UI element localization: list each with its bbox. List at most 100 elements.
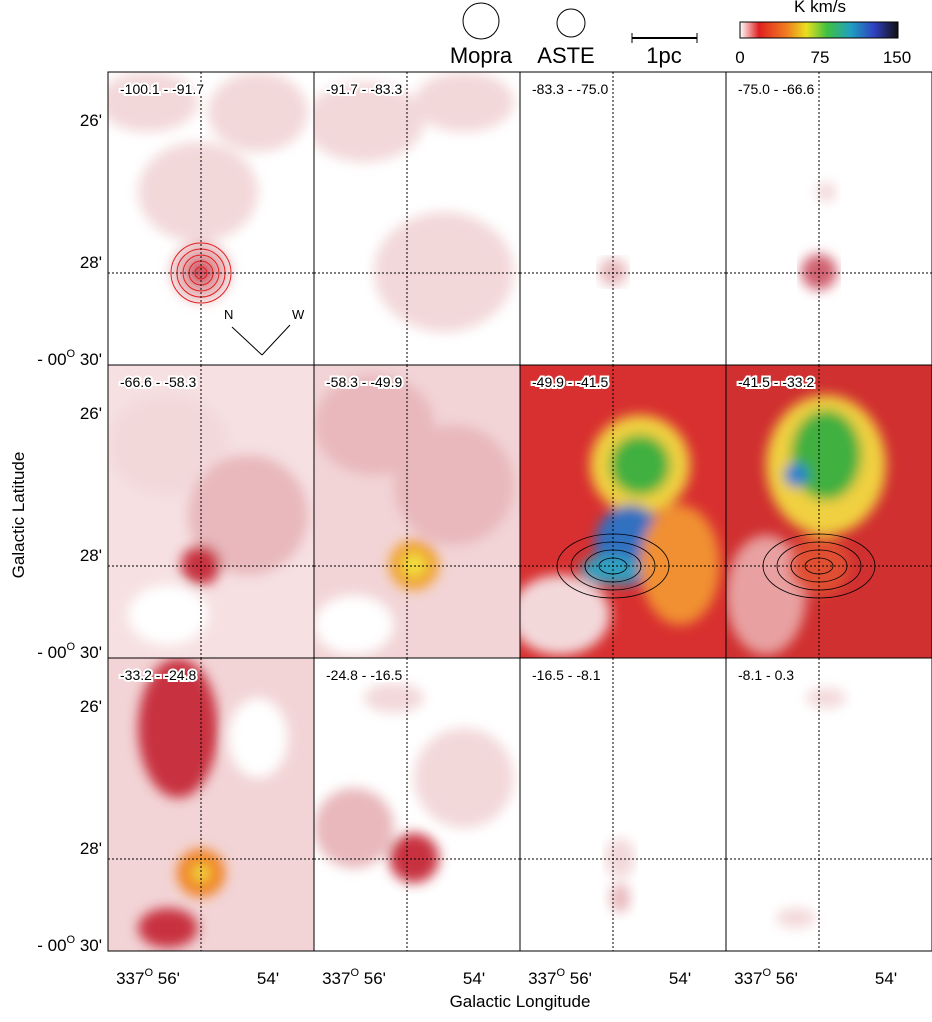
beam-circle	[462, 2, 500, 40]
tick-sup: O	[556, 967, 565, 979]
tick-label: 54'	[669, 969, 691, 988]
emission-blob	[208, 72, 308, 152]
emission-blob	[314, 375, 434, 475]
colorbar	[739, 21, 899, 39]
tick-part: - 00	[37, 643, 66, 662]
compass-label: W	[292, 307, 305, 322]
tick-part: 337	[734, 969, 762, 988]
y-axis-label: Galactic Latitude	[9, 452, 28, 579]
tick-sup: O	[144, 967, 153, 979]
emission	[520, 415, 720, 655]
emission	[108, 395, 308, 645]
emission-blob	[806, 688, 846, 708]
emission-blob	[726, 535, 806, 655]
panel: -58.3 - -49.9	[313, 364, 521, 659]
emission-blob	[138, 908, 198, 948]
tick-part: 30'	[75, 936, 102, 955]
tick-part: 30'	[75, 643, 102, 662]
tick-part: 56'	[359, 969, 386, 988]
emission	[605, 838, 635, 913]
panel: -49.9 - -41.5	[519, 364, 727, 659]
contour	[170, 242, 232, 304]
tick-label: 28'	[80, 546, 102, 565]
emission	[314, 375, 514, 655]
emission	[314, 72, 514, 332]
emission-blob	[108, 72, 198, 132]
tick-part: 56'	[771, 969, 798, 988]
emission-blob	[364, 683, 424, 713]
beam-circle	[556, 8, 586, 38]
velocity-label: -41.5 - -33.2	[738, 374, 814, 390]
panel-frame	[725, 657, 932, 952]
velocity-label: -33.2 - -24.8	[120, 667, 196, 683]
contour	[182, 254, 220, 292]
colorbar-title: K km/s	[794, 0, 846, 16]
tick-label: 337O 56'	[734, 967, 798, 988]
velocity-label: -83.3 - -75.0	[532, 81, 608, 97]
emission	[776, 688, 846, 928]
panel: -24.8 - -16.5	[313, 657, 521, 952]
emission-blob	[414, 72, 514, 132]
tick-part: - 00	[37, 350, 66, 369]
velocity-label: -24.8 - -16.5	[326, 667, 402, 683]
beam-label: Mopra	[450, 43, 513, 68]
emission-blob	[776, 908, 816, 928]
emission-blob	[640, 505, 720, 625]
panel: -16.5 - -8.1	[519, 657, 727, 952]
panel: -91.7 - -83.3	[313, 71, 521, 366]
tick-sup: O	[67, 348, 76, 360]
tick-label: 54'	[875, 969, 897, 988]
panel: -8.1 - 0.3	[725, 657, 932, 952]
tick-part: 56'	[153, 969, 180, 988]
tick-label: 54'	[257, 969, 279, 988]
compass-arrow	[231, 326, 263, 356]
tick-label: 337O 56'	[528, 967, 592, 988]
tick-sup: O	[67, 641, 76, 653]
compass-label: N	[224, 307, 233, 322]
tick-label: - 00O 30'	[37, 348, 102, 369]
tick-label: 26'	[80, 111, 102, 130]
emission-blob	[816, 182, 836, 202]
emission-blob	[228, 698, 288, 778]
emission-blob	[138, 142, 258, 242]
emission-blob	[389, 833, 439, 883]
emission-blob	[191, 863, 211, 883]
panel-bg	[520, 72, 726, 365]
compass-arrow	[261, 324, 291, 356]
velocity-label: -75.0 - -66.6	[738, 81, 814, 97]
tick-label: 28'	[80, 253, 102, 272]
colorbar-tick: 150	[883, 48, 911, 67]
velocity-label: -8.1 - 0.3	[738, 667, 794, 683]
tick-label: - 00O 30'	[37, 641, 102, 662]
panel: -100.1 - -91.7	[107, 71, 315, 366]
tick-part: 337	[528, 969, 556, 988]
emission-blob	[374, 212, 514, 332]
tick-sup: O	[350, 967, 359, 979]
emission-blob	[314, 788, 394, 868]
panel: -41.5 - -33.2	[725, 364, 932, 659]
velocity-label: -100.1 - -91.7	[120, 81, 204, 97]
x-axis-label: Galactic Longitude	[450, 992, 591, 1011]
contour	[194, 266, 208, 280]
emission-blob	[605, 838, 635, 878]
velocity-label: -91.7 - -83.3	[326, 81, 402, 97]
beam-label: ASTE	[537, 43, 594, 68]
velocity-label: -66.6 - -58.3	[120, 374, 196, 390]
emission-blob	[314, 595, 394, 655]
tick-label: - 00O 30'	[37, 934, 102, 955]
panel: -75.0 - -66.6	[725, 71, 932, 366]
emission-blob	[402, 553, 426, 577]
panel: -66.6 - -58.3	[107, 364, 315, 659]
emission-blob	[188, 455, 308, 575]
emission-blob	[128, 585, 208, 645]
panels: -100.1 - -91.7 -91.7 - -83.3 -83.3 - -75.0…	[107, 71, 932, 952]
tick-part: 337	[322, 969, 350, 988]
emission-blob	[138, 658, 218, 798]
colorbar-tick: 0	[735, 48, 744, 67]
tick-label: 26'	[80, 404, 102, 423]
emission-blob	[784, 463, 808, 487]
tick-part: - 00	[37, 936, 66, 955]
tick-sup: O	[67, 934, 76, 946]
